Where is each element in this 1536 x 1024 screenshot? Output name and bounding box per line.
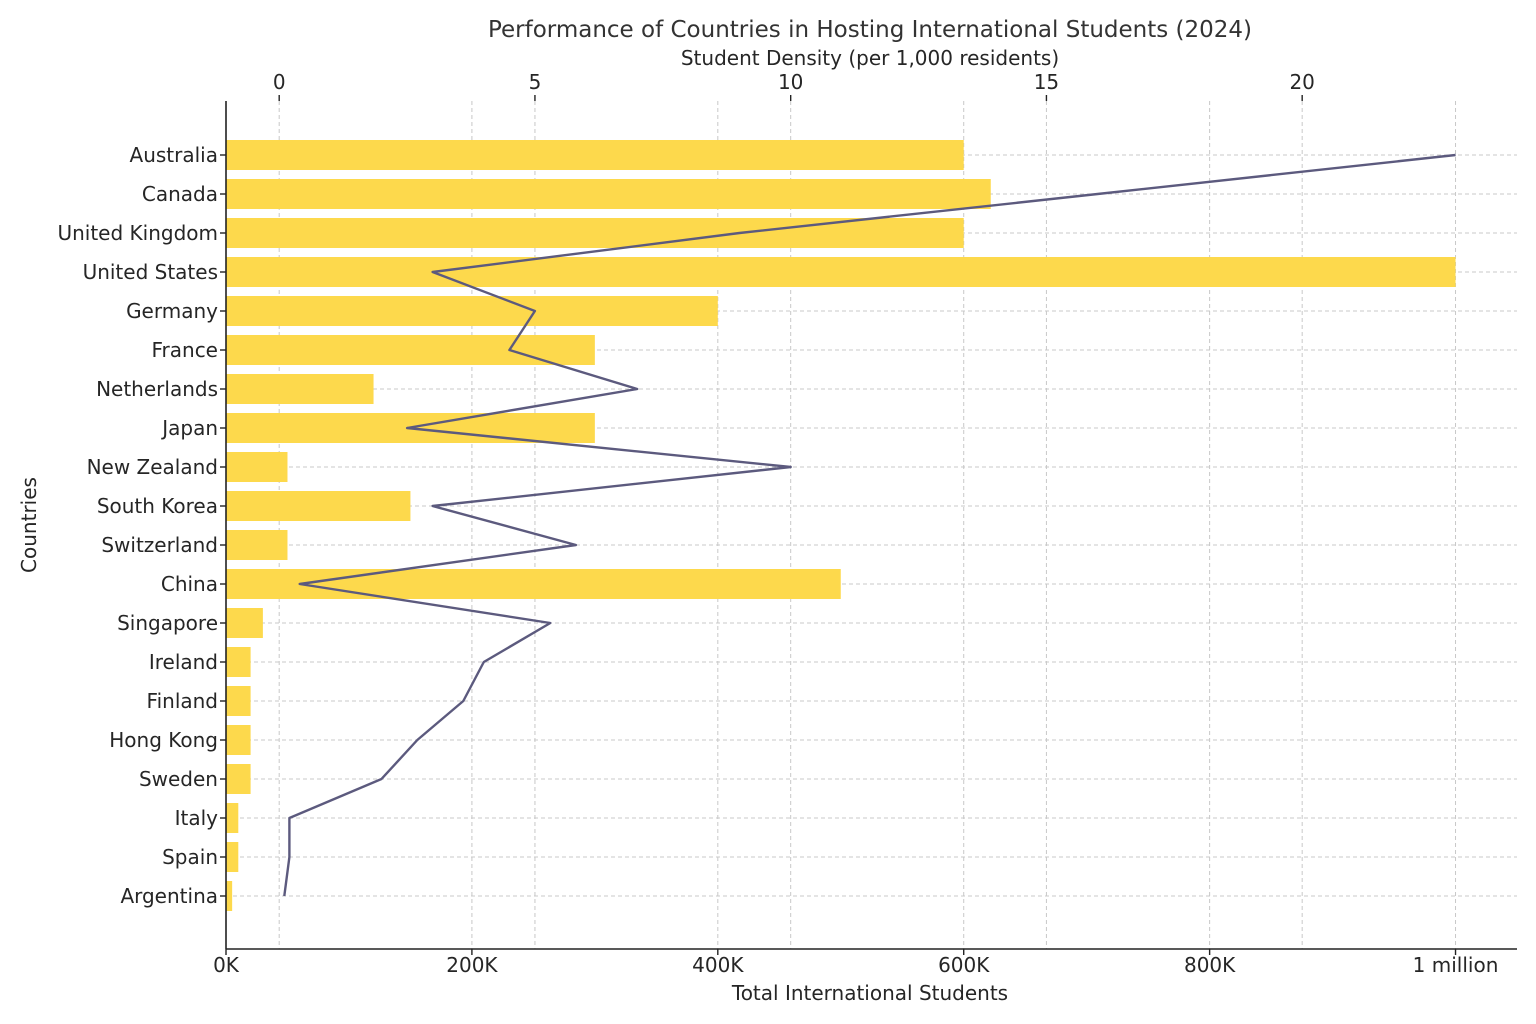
y-tick-label: Netherlands (96, 377, 218, 401)
bar-canada (226, 179, 991, 209)
y-tick-label: Sweden (139, 767, 218, 791)
y-tick-label: Hong Kong (109, 728, 218, 752)
density-line (283, 153, 1456, 897)
y-tick-label: Switzerland (101, 533, 218, 557)
bar-switzerland (226, 530, 288, 560)
y-tick-label: Ireland (149, 650, 218, 674)
y-tick-label: Spain (162, 845, 218, 869)
x-tick-label: 0K (213, 953, 240, 977)
x-tick-label: 600K (938, 953, 990, 977)
secondary-x-axis-title: Student Density (per 1,000 residents) (681, 46, 1059, 70)
tick-labels: Australia Canada United Kingdom United Stat… (57, 70, 1498, 977)
bar-spain (226, 842, 239, 872)
bar-sweden (226, 764, 251, 794)
density-line-group (283, 153, 1456, 897)
bar-ireland (226, 647, 251, 677)
x-tick-label: 800K (1184, 953, 1236, 977)
chart-title: Performance of Countries in Hosting Inte… (488, 17, 1252, 43)
y-tick-label: United Kingdom (57, 221, 218, 245)
y-tick-label: Finland (147, 689, 218, 713)
y-axis-title: Countries (17, 477, 41, 573)
x-axis-title: Total International Students (731, 981, 1008, 1005)
y-tick-label: Germany (126, 299, 218, 323)
bar-united-kingdom (226, 218, 964, 248)
axes (220, 95, 1517, 955)
y-tick-label: China (161, 572, 218, 596)
bar-hong-kong (226, 725, 251, 755)
secondary-x-tick-label: 0 (273, 70, 286, 94)
y-tick-label: Singapore (117, 611, 218, 635)
bars (226, 140, 1456, 911)
bar-finland (226, 686, 251, 716)
x-tick-label: 1 million (1413, 953, 1499, 977)
x-tick-label: 400K (692, 953, 744, 977)
secondary-x-tick-label: 5 (529, 70, 542, 94)
bar-france (226, 335, 595, 365)
y-tick-label: Italy (175, 806, 219, 830)
bar-argentina (226, 881, 233, 911)
bar-china (226, 569, 841, 599)
y-tick-label: New Zealand (87, 455, 218, 479)
y-tick-label: South Korea (97, 494, 218, 518)
bar-south-korea (226, 491, 411, 521)
x-tick-label: 200K (446, 953, 498, 977)
y-tick-label: Canada (142, 182, 218, 206)
bar-australia (226, 140, 964, 170)
bar-italy (226, 803, 239, 833)
bar-united-states (226, 257, 1456, 287)
y-tick-label: France (151, 338, 218, 362)
secondary-x-tick-label: 20 (1289, 70, 1314, 94)
secondary-x-tick-label: 10 (778, 70, 803, 94)
y-tick-label: Australia (130, 143, 218, 167)
y-tick-label: United States (83, 260, 218, 284)
bar-netherlands (226, 374, 374, 404)
bar-singapore (226, 608, 263, 638)
secondary-x-tick-label: 15 (1034, 70, 1059, 94)
y-tick-label: Argentina (120, 884, 218, 908)
bar-germany (226, 296, 718, 326)
y-tick-label: Japan (160, 416, 218, 440)
bar-new-zealand (226, 452, 288, 482)
